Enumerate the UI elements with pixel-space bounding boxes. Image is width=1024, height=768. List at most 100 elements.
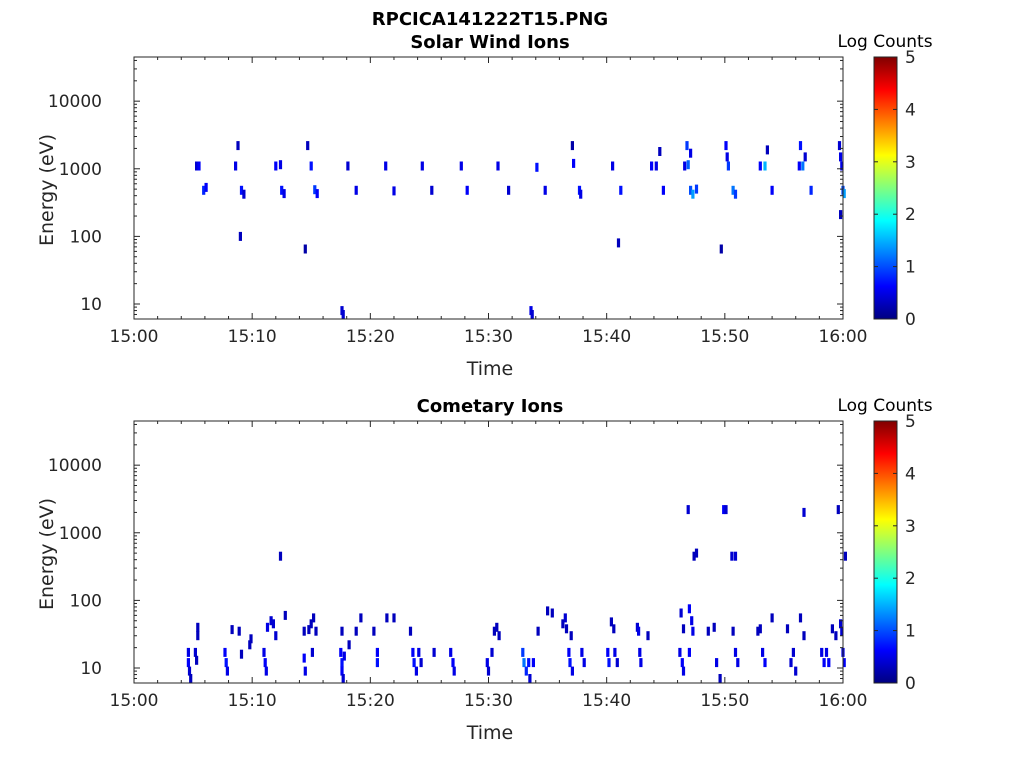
data-cell	[691, 189, 695, 199]
data-cell	[543, 185, 547, 195]
data-cell	[572, 158, 576, 168]
data-cell	[392, 186, 396, 196]
x-tick-label: 15:00	[110, 327, 159, 347]
x-tick-label: 15:10	[228, 691, 277, 711]
data-cell	[340, 666, 344, 676]
data-cell	[765, 145, 769, 155]
data-cell	[527, 658, 531, 668]
x-tick-label: 15:30	[464, 327, 513, 347]
cometary-data-layer	[186, 505, 847, 683]
y-tick-label: 10	[80, 659, 102, 679]
y-tick-label: 1000	[59, 160, 102, 180]
data-cell	[733, 647, 738, 657]
data-cell	[694, 548, 699, 558]
data-cell	[822, 658, 826, 668]
data-cell	[685, 141, 689, 151]
data-cell	[375, 658, 379, 668]
data-cell	[809, 185, 813, 195]
data-cell	[731, 185, 735, 195]
data-cell	[417, 647, 421, 657]
data-cell	[564, 624, 569, 634]
x-tick-label: 16:00	[819, 327, 868, 347]
data-cell	[691, 626, 695, 636]
data-cell	[680, 658, 684, 668]
data-cell	[763, 658, 767, 668]
data-cell	[827, 658, 831, 668]
data-cell	[392, 613, 396, 623]
data-cell	[658, 147, 662, 156]
y-axis-label: Energy (eV)	[36, 498, 58, 610]
data-cell	[763, 161, 767, 171]
data-cell	[679, 608, 683, 618]
colorbar-gradient	[873, 56, 898, 320]
data-cell	[612, 624, 616, 634]
data-cell	[530, 310, 534, 319]
x-axis-label: Time	[466, 358, 514, 380]
x-tick-label: 15:30	[464, 691, 513, 711]
data-cell	[490, 647, 494, 657]
data-cell	[798, 613, 803, 623]
data-cell	[354, 185, 358, 195]
data-cell	[234, 161, 238, 171]
data-cell	[715, 658, 719, 668]
data-cell	[486, 666, 491, 676]
data-cell	[430, 185, 434, 195]
data-cell	[535, 162, 539, 172]
data-cell	[313, 185, 317, 195]
data-cell	[686, 505, 690, 515]
data-cell	[303, 244, 307, 254]
colorbar-tick-label: 5	[905, 412, 916, 432]
data-cell	[359, 613, 363, 623]
data-cell	[274, 161, 278, 171]
data-cell	[197, 161, 201, 171]
colorbar-title: Log Counts	[837, 32, 932, 52]
data-cell	[840, 626, 844, 636]
x-tick-label: 15:50	[700, 691, 749, 711]
data-cell	[239, 185, 244, 195]
y-tick-label: 10000	[48, 92, 102, 112]
data-cell	[459, 161, 463, 171]
data-cell	[347, 640, 351, 650]
data-cell	[485, 658, 489, 668]
x-tick-label: 15:40	[582, 691, 631, 711]
data-cell	[802, 507, 806, 517]
data-cell	[385, 613, 389, 623]
data-cell	[341, 674, 345, 683]
data-cell	[837, 141, 842, 151]
data-cell	[834, 631, 838, 641]
data-cell	[661, 185, 665, 195]
data-cell	[791, 647, 795, 657]
data-cell	[528, 674, 532, 683]
data-cell	[522, 658, 526, 668]
data-cell	[692, 551, 696, 561]
data-cell	[611, 161, 615, 171]
data-cell	[681, 624, 686, 634]
data-cell	[719, 244, 723, 254]
data-cell	[452, 666, 456, 676]
data-cell	[195, 161, 199, 171]
data-cell	[724, 141, 728, 151]
data-cell	[789, 658, 793, 668]
colorbar-tick-label: 1	[905, 622, 916, 642]
x-tick-label: 15:20	[346, 327, 395, 347]
data-cell	[341, 310, 345, 319]
data-cell	[340, 626, 344, 636]
data-cell	[733, 551, 738, 561]
data-cell	[265, 622, 270, 632]
data-cell	[248, 640, 252, 650]
data-cell	[312, 613, 316, 623]
data-cell	[798, 141, 803, 151]
data-cell	[187, 666, 192, 676]
data-cell	[615, 658, 619, 668]
colorbar: Log Counts 0 1 2 3 4 5	[837, 32, 932, 330]
data-cell	[678, 647, 682, 657]
cometary-ions-panel: Cometary Ions 15:00 15:10 15:20 15:30 15:40 1…	[36, 396, 933, 744]
data-cell	[223, 647, 227, 657]
y-tick-label: 10	[80, 295, 102, 315]
x-tick-label: 15:10	[228, 327, 277, 347]
data-cell	[803, 152, 807, 162]
solar-wind-data-layer	[195, 141, 846, 319]
y-tick-label: 10000	[48, 456, 102, 476]
data-cell	[372, 626, 376, 636]
data-cell	[724, 505, 728, 515]
